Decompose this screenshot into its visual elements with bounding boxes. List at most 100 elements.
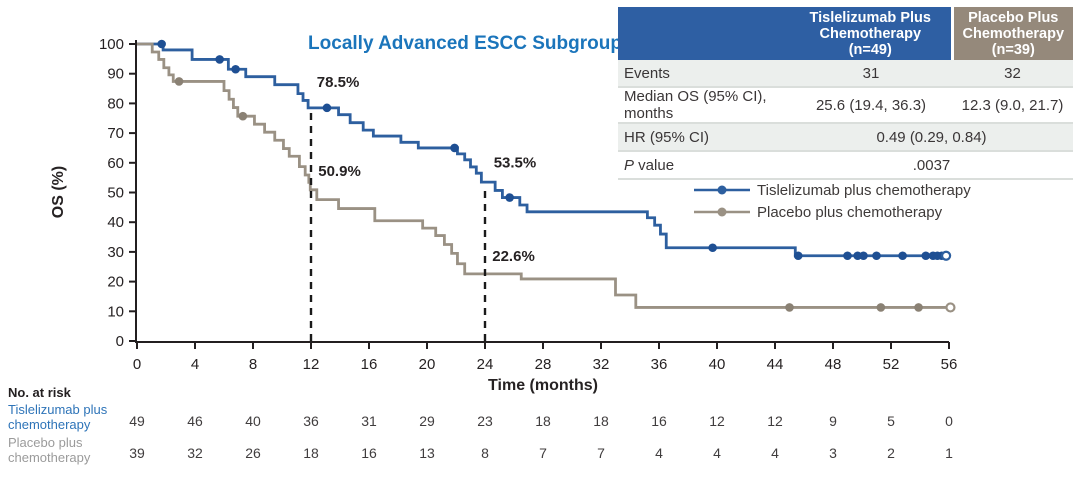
summary-col-placebo: Placebo Plus Chemotherapy (n=39) bbox=[950, 7, 1073, 60]
risk-count: 12 bbox=[709, 413, 725, 429]
risk-label-tislelizumab: Tislelizumab plus chemotherapy bbox=[8, 402, 108, 432]
y-tick-label: 30 bbox=[107, 244, 124, 261]
summary-table: Tislelizumab Plus Chemotherapy (n=49) Pl… bbox=[618, 7, 1073, 180]
row-label: Events bbox=[618, 60, 790, 88]
censor-mark bbox=[450, 143, 459, 153]
censor-mark bbox=[785, 303, 794, 312]
col-n: (n=39) bbox=[991, 41, 1035, 58]
censor-mark bbox=[872, 251, 881, 261]
y-tick-label: 0 bbox=[116, 333, 124, 350]
tislelizumab-series bbox=[137, 39, 952, 261]
summary-header-row: Tislelizumab Plus Chemotherapy (n=49) Pl… bbox=[618, 7, 1073, 60]
risk-count: 40 bbox=[245, 413, 261, 429]
p-label-rest: value bbox=[634, 156, 675, 174]
summary-row-hr: HR (95% CI) 0.49 (0.29, 0.84) bbox=[618, 123, 1073, 152]
risk-count: 32 bbox=[187, 445, 203, 461]
risk-table-numbers: 49 46 40 36 31 29 23 18 18 16 12 12 9 5 039 32 26 18 16 13 8… bbox=[129, 413, 953, 461]
y-tick-label: 90 bbox=[107, 66, 124, 83]
p-italic: P bbox=[624, 156, 635, 174]
median-os-placebo: 12.3 (9.0, 21.7) bbox=[952, 87, 1073, 124]
x-tick-label: 44 bbox=[767, 356, 784, 373]
annotation-22.6%: 22.6% bbox=[492, 248, 535, 265]
survival-curve bbox=[137, 42, 947, 258]
risk-count: 4 bbox=[655, 445, 663, 461]
censor-mark bbox=[921, 251, 931, 261]
risk-count: 4 bbox=[713, 445, 721, 461]
risk-count: 0 bbox=[945, 413, 953, 429]
censor-mark bbox=[238, 111, 248, 121]
risk-count: 9 bbox=[829, 413, 837, 429]
y-tick-label: 70 bbox=[107, 125, 124, 142]
risk-count: 2 bbox=[887, 445, 895, 461]
hr-value: 0.49 (0.29, 0.84) bbox=[790, 123, 1073, 152]
legend-line-dot-icon bbox=[694, 207, 750, 217]
risk-count: 29 bbox=[419, 413, 435, 429]
summary-row-pvalue: P value .0037 bbox=[618, 151, 1073, 180]
x-tick-label: 32 bbox=[593, 356, 610, 373]
x-tick-label: 16 bbox=[361, 356, 378, 373]
x-tick-label: 4 bbox=[191, 356, 199, 373]
risk-count: 4 bbox=[771, 445, 779, 461]
censor-mark bbox=[914, 303, 923, 312]
censor-mark bbox=[231, 64, 240, 74]
risk-count: 7 bbox=[597, 445, 605, 461]
x-tick-label: 20 bbox=[419, 356, 436, 373]
censor-mark bbox=[322, 103, 332, 113]
censor-mark bbox=[174, 77, 184, 86]
risk-count: 13 bbox=[419, 445, 435, 461]
risk-count: 49 bbox=[129, 413, 145, 429]
y-tick-label: 50 bbox=[107, 185, 124, 202]
censor-mark bbox=[505, 193, 514, 202]
risk-count: 16 bbox=[361, 445, 377, 461]
legend-label: Placebo plus chemotherapy bbox=[757, 203, 943, 221]
end-open-circle bbox=[940, 250, 952, 261]
censor-mark bbox=[157, 39, 166, 49]
legend-line-dot-icon bbox=[694, 185, 750, 195]
x-tick-label: 8 bbox=[249, 356, 257, 373]
x-tick-label: 28 bbox=[535, 356, 552, 373]
risk-count: 23 bbox=[477, 413, 493, 429]
y-tick-label: 80 bbox=[107, 95, 124, 112]
median-os-tislelizumab: 25.6 (19.4, 36.3) bbox=[790, 87, 952, 124]
censor-mark bbox=[215, 55, 224, 64]
risk-count: 5 bbox=[887, 413, 895, 429]
annotation-50.9%: 50.9% bbox=[318, 163, 361, 180]
row-label: Median OS (95% CI), months bbox=[618, 87, 790, 124]
risk-count: 39 bbox=[129, 445, 145, 461]
y-tick-label: 40 bbox=[107, 214, 124, 231]
risk-count: 46 bbox=[187, 413, 203, 429]
x-tick-label: 48 bbox=[825, 356, 842, 373]
x-tick-label: 12 bbox=[303, 356, 320, 373]
x-tick-label: 0 bbox=[133, 356, 141, 373]
chart-title: Locally Advanced ESCC Subgroup bbox=[308, 33, 622, 54]
x-tick-label: 40 bbox=[709, 356, 726, 373]
summary-row-events: Events 31 32 bbox=[618, 60, 1073, 88]
risk-count: 12 bbox=[767, 413, 783, 429]
col-title: Tislelizumab Plus Chemotherapy bbox=[809, 9, 931, 42]
risk-count: 1 bbox=[945, 445, 953, 461]
summary-row-median-os: Median OS (95% CI), months 25.6 (19.4, 3… bbox=[618, 87, 1073, 124]
legend-item-tislelizumab: Tislelizumab plus chemotherapy bbox=[693, 179, 971, 201]
x-tick-label: 52 bbox=[883, 356, 900, 373]
censor-mark bbox=[898, 251, 907, 261]
censor-mark bbox=[876, 303, 886, 312]
row-label: P value bbox=[618, 151, 790, 180]
row-label: HR (95% CI) bbox=[618, 123, 790, 152]
risk-label-placebo: Placebo plus chemotherapy bbox=[8, 435, 91, 465]
y-axis-title: OS (%) bbox=[50, 166, 67, 218]
annotation-53.5%: 53.5% bbox=[494, 154, 537, 171]
summary-corner-cell bbox=[618, 7, 790, 60]
risk-count: 7 bbox=[539, 445, 547, 461]
annotation-78.5%: 78.5% bbox=[317, 74, 360, 91]
end-open-circle bbox=[945, 302, 956, 313]
risk-count: 18 bbox=[303, 445, 319, 461]
risk-count: 8 bbox=[481, 445, 489, 461]
x-tick-label: 56 bbox=[941, 356, 958, 373]
x-tick-label: 36 bbox=[651, 356, 668, 373]
censor-mark bbox=[708, 243, 717, 253]
risk-count: 26 bbox=[245, 445, 261, 461]
col-title: Placebo Plus Chemotherapy bbox=[962, 9, 1065, 42]
legend: Tislelizumab plus chemotherapy Placebo p… bbox=[693, 179, 971, 223]
